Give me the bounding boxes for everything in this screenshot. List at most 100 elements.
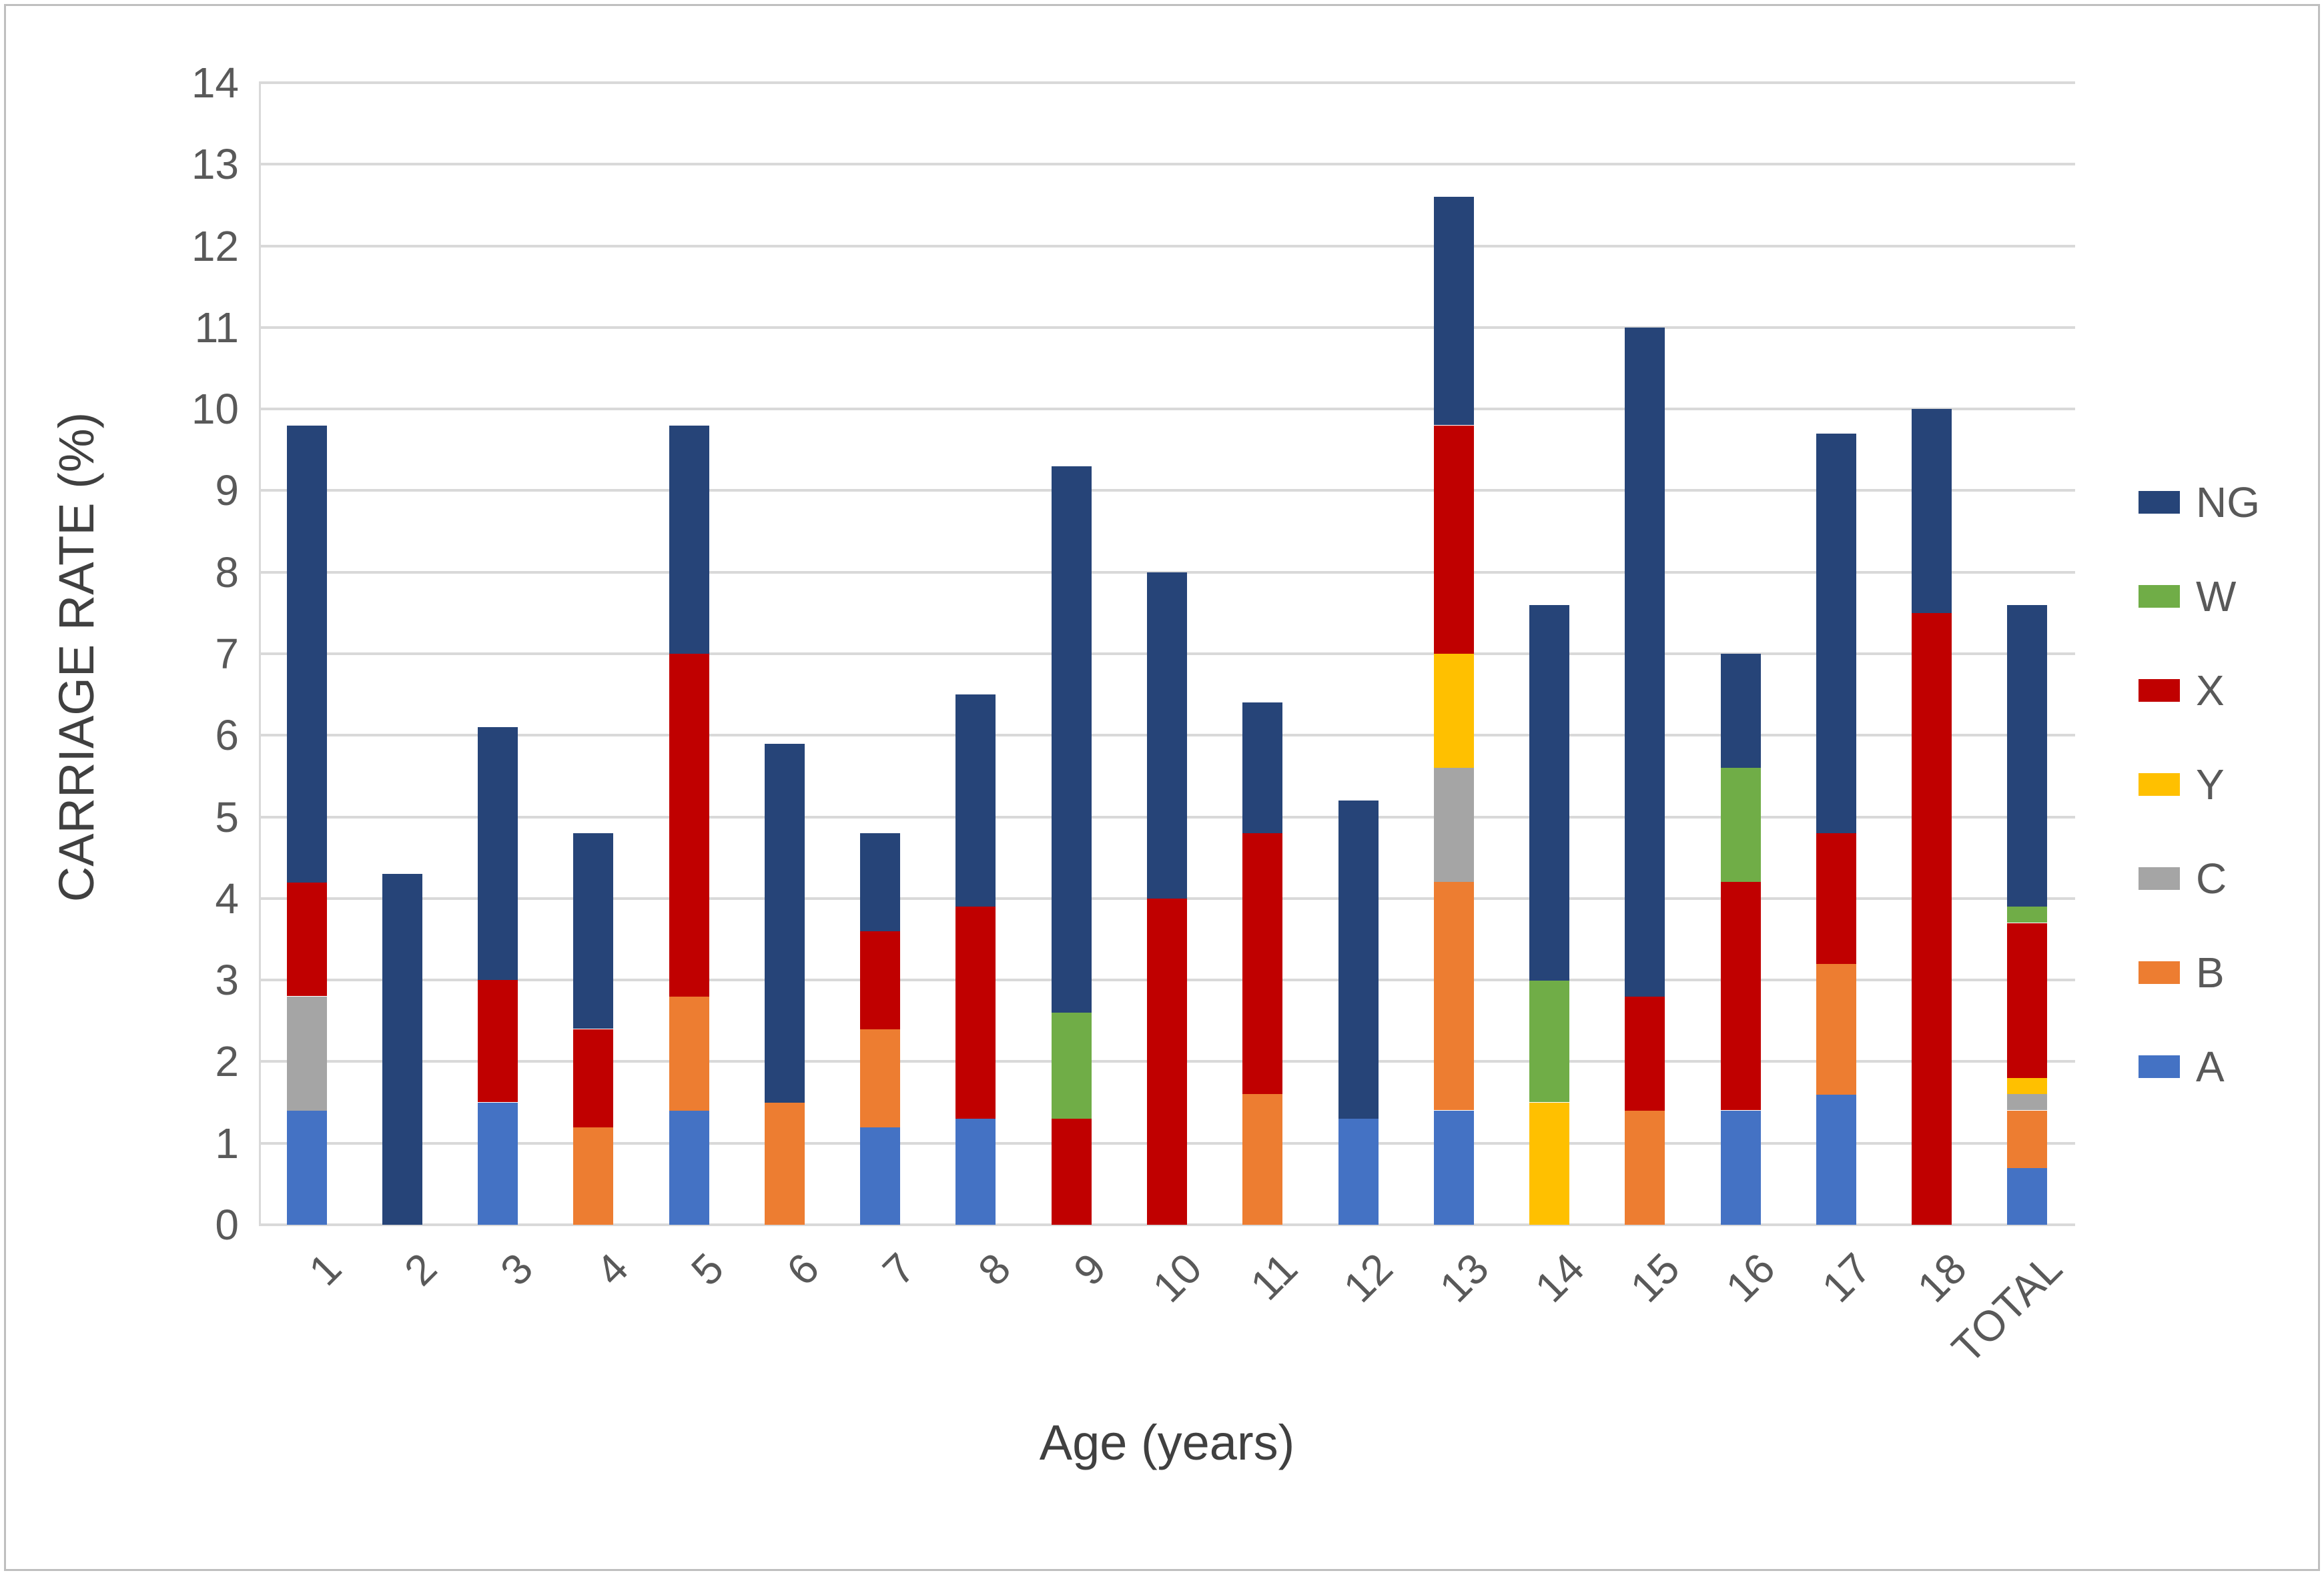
- bar-segment-A-16: [1721, 1111, 1761, 1225]
- bar-segment-W-9: [1052, 1013, 1092, 1119]
- gridline: [259, 163, 2075, 166]
- y-tick-label: 9: [215, 466, 239, 515]
- y-tick-label: 2: [215, 1037, 239, 1086]
- bar-segment-NG-10: [1147, 572, 1187, 899]
- bar-segment-B-7: [860, 1029, 900, 1127]
- bar-segment-B-13: [1434, 882, 1474, 1110]
- legend-marker-B: [2139, 961, 2180, 984]
- y-tick-label: 13: [191, 140, 239, 189]
- bar-segment-NG-13: [1434, 197, 1474, 425]
- bar-segment-W-16: [1721, 768, 1761, 882]
- gridline: [259, 570, 2075, 574]
- bar-segment-NG-6: [765, 744, 805, 1103]
- bar-segment-NG-14: [1529, 605, 1569, 981]
- bar-segment-X-TOTAL: [2007, 923, 2047, 1078]
- bar-segment-A-3: [478, 1103, 518, 1225]
- bar-segment-W-TOTAL: [2007, 907, 2047, 923]
- legend-item-Y: Y: [2139, 737, 2260, 831]
- bar-segment-NG-2: [382, 874, 422, 1225]
- legend-marker-W: [2139, 584, 2180, 608]
- gridline: [259, 408, 2075, 411]
- bar-segment-C-13: [1434, 768, 1474, 882]
- bar-segment-A-1: [287, 1111, 327, 1225]
- bar-segment-Y-TOTAL: [2007, 1078, 2047, 1094]
- bar-segment-NG-11: [1242, 702, 1282, 833]
- chart-legend: NG W X Y C B A: [2139, 455, 2260, 1113]
- bar-segment-A-7: [860, 1127, 900, 1225]
- bar-segment-NG-18: [1912, 409, 1952, 613]
- y-tick-label: 12: [191, 221, 239, 270]
- bar-segment-A-TOTAL: [2007, 1167, 2047, 1225]
- bar-segment-Y-13: [1434, 654, 1474, 768]
- bar-segment-NG-1: [287, 426, 327, 883]
- bar-segment-B-11: [1242, 1094, 1282, 1225]
- gridline: [259, 81, 2075, 84]
- figure-border: [4, 4, 2320, 1571]
- gridline: [259, 489, 2075, 492]
- bar-segment-X-4: [573, 1029, 613, 1127]
- bar-segment-C-1: [287, 997, 327, 1111]
- legend-marker-X: [2139, 678, 2180, 702]
- bar-segment-A-5: [669, 1111, 709, 1225]
- bar-segment-B-15: [1625, 1111, 1665, 1225]
- bar-segment-C-TOTAL: [2007, 1094, 2047, 1110]
- legend-item-C: C: [2139, 831, 2260, 925]
- bar-segment-NG-TOTAL: [2007, 605, 2047, 907]
- y-axis-line: [259, 83, 261, 1225]
- bar-segment-NG-15: [1625, 328, 1665, 997]
- bar-segment-B-6: [765, 1103, 805, 1225]
- y-tick-label: 4: [215, 874, 239, 923]
- bar-segment-A-12: [1338, 1119, 1379, 1225]
- legend-item-B: B: [2139, 925, 2260, 1019]
- x-axis-line: [259, 1223, 2075, 1226]
- legend-marker-Y: [2139, 772, 2180, 796]
- y-tick-label: 5: [215, 793, 239, 841]
- y-tick-label: 14: [191, 59, 239, 107]
- bar-segment-X-7: [860, 931, 900, 1029]
- bar-segment-X-5: [669, 654, 709, 997]
- legend-item-W: W: [2139, 549, 2260, 643]
- bar-segment-NG-8: [955, 694, 996, 907]
- bar-segment-A-8: [955, 1119, 996, 1225]
- y-tick-label: 8: [215, 548, 239, 596]
- bar-segment-NG-5: [669, 426, 709, 654]
- legend-item-NG: NG: [2139, 455, 2260, 549]
- legend-label: X: [2196, 666, 2225, 714]
- bar-segment-X-9: [1052, 1119, 1092, 1225]
- y-tick-label: 10: [191, 385, 239, 434]
- legend-label: B: [2196, 948, 2225, 997]
- bar-segment-B-4: [573, 1127, 613, 1225]
- bar-segment-X-18: [1912, 613, 1952, 1225]
- legend-label: NG: [2196, 478, 2260, 526]
- y-axis-title: CARRIAGE RATE (%): [49, 412, 104, 903]
- bar-segment-NG-7: [860, 833, 900, 931]
- y-tick-label: 7: [215, 630, 239, 678]
- bar-segment-NG-12: [1338, 801, 1379, 1119]
- legend-label: W: [2196, 572, 2237, 620]
- bar-segment-X-11: [1242, 833, 1282, 1094]
- bar-segment-Y-14: [1529, 1103, 1569, 1225]
- bar-segment-X-13: [1434, 426, 1474, 654]
- bar-segment-B-5: [669, 997, 709, 1111]
- legend-label: C: [2196, 854, 2227, 903]
- bar-segment-X-3: [478, 980, 518, 1102]
- bar-segment-B-17: [1816, 964, 1856, 1095]
- bar-segment-X-15: [1625, 997, 1665, 1111]
- bar-segment-NG-3: [478, 727, 518, 980]
- bar-segment-X-17: [1816, 833, 1856, 964]
- gridline: [259, 326, 2075, 329]
- bar-segment-X-10: [1147, 899, 1187, 1225]
- y-tick-label: 3: [215, 956, 239, 1005]
- y-tick-label: 0: [215, 1201, 239, 1249]
- bar-segment-NG-17: [1816, 434, 1856, 833]
- legend-marker-C: [2139, 867, 2180, 890]
- bar-segment-A-13: [1434, 1111, 1474, 1225]
- bar-segment-NG-16: [1721, 654, 1761, 768]
- bar-segment-X-1: [287, 882, 327, 996]
- y-tick-label: 6: [215, 711, 239, 760]
- legend-marker-A: [2139, 1055, 2180, 1078]
- bar-segment-A-17: [1816, 1094, 1856, 1225]
- x-axis-title: Age (years): [1039, 1415, 1295, 1470]
- legend-item-X: X: [2139, 643, 2260, 737]
